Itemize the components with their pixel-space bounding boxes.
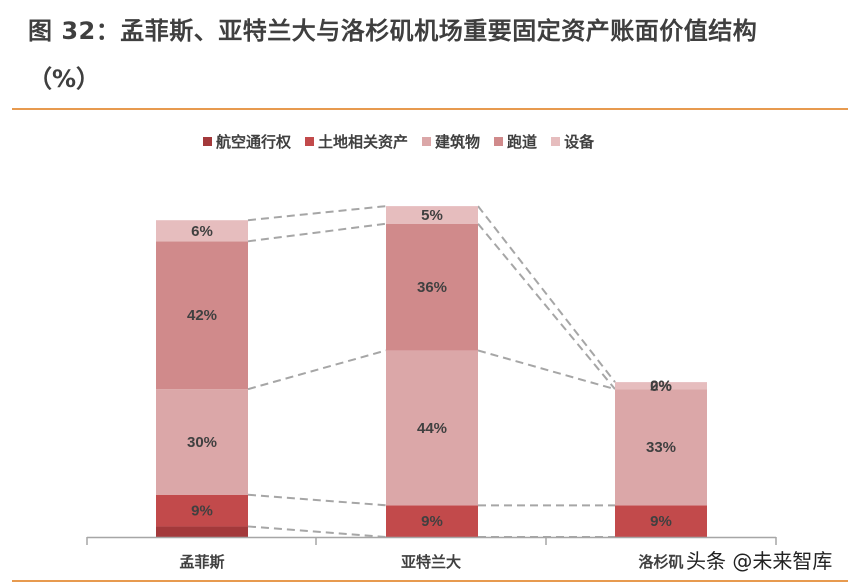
series-line xyxy=(247,222,387,243)
bottom-rule xyxy=(12,580,848,582)
data-label: 9% xyxy=(421,513,443,530)
legend-item-land: 土地相关资产 xyxy=(305,131,408,152)
x-axis-label-memphis: 孟菲斯 xyxy=(179,553,225,571)
legend-swatch-icon xyxy=(305,137,315,146)
chart-title: 图 32：孟菲斯、亚特兰大与洛杉矶机场重要固定资产账面价值结构 xyxy=(28,17,758,45)
legend-swatch-icon xyxy=(494,137,504,146)
series-line xyxy=(247,205,387,222)
data-label: 9% xyxy=(191,503,213,520)
bar-segment xyxy=(386,223,478,351)
bar-segment xyxy=(615,505,707,537)
series-line xyxy=(247,349,387,391)
data-label: 44% xyxy=(417,420,447,437)
data-label: 2% xyxy=(650,378,672,395)
series-line xyxy=(477,205,616,383)
bar-segment xyxy=(156,389,248,495)
bar-segment xyxy=(156,241,248,390)
legend-swatch-icon xyxy=(551,137,561,146)
data-label: 33% xyxy=(646,439,676,456)
bar-segment xyxy=(615,389,707,506)
legend-item-runways: 跑道 xyxy=(494,131,537,152)
legend-item-equipment: 设备 xyxy=(551,131,594,152)
x-axis-label-atlanta: 亚特兰大 xyxy=(400,553,461,571)
series-line xyxy=(247,525,387,538)
bar-segment xyxy=(615,382,707,390)
data-label: 6% xyxy=(191,223,213,240)
data-label: 9% xyxy=(650,513,672,530)
bar-segment xyxy=(156,494,248,527)
bar-segment xyxy=(156,220,248,242)
series-line xyxy=(247,493,387,507)
bar-segment xyxy=(156,526,248,537)
chart-title-unit: （%） xyxy=(28,65,101,93)
legend-swatch-icon xyxy=(203,137,212,146)
legend-item-air-rights: 航空通行权 xyxy=(203,131,291,152)
x-axis-label-los-angeles: 洛杉矶 xyxy=(638,553,684,571)
data-label: 0% xyxy=(650,378,672,395)
legend: 航空通行权 土地相关资产 建筑物 跑道 设备 xyxy=(203,131,594,152)
data-label: 5% xyxy=(421,207,443,224)
data-label: 36% xyxy=(417,279,447,296)
legend-label: 建筑物 xyxy=(435,133,481,151)
legend-item-buildings: 建筑物 xyxy=(422,131,480,152)
legend-label: 航空通行权 xyxy=(216,133,292,151)
bar-segment xyxy=(386,505,478,537)
series-line xyxy=(477,223,616,390)
watermark: 头条 @未来智库 xyxy=(684,545,835,574)
bar-segment xyxy=(386,350,478,506)
data-label: 30% xyxy=(187,434,217,451)
legend-label: 跑道 xyxy=(507,133,538,151)
series-line xyxy=(477,349,616,391)
legend-label: 设备 xyxy=(564,133,595,151)
bar-segment xyxy=(386,206,478,224)
legend-swatch-icon xyxy=(422,137,432,146)
data-label: 42% xyxy=(187,307,217,324)
top-rule xyxy=(12,108,848,110)
legend-label: 土地相关资产 xyxy=(318,133,409,151)
